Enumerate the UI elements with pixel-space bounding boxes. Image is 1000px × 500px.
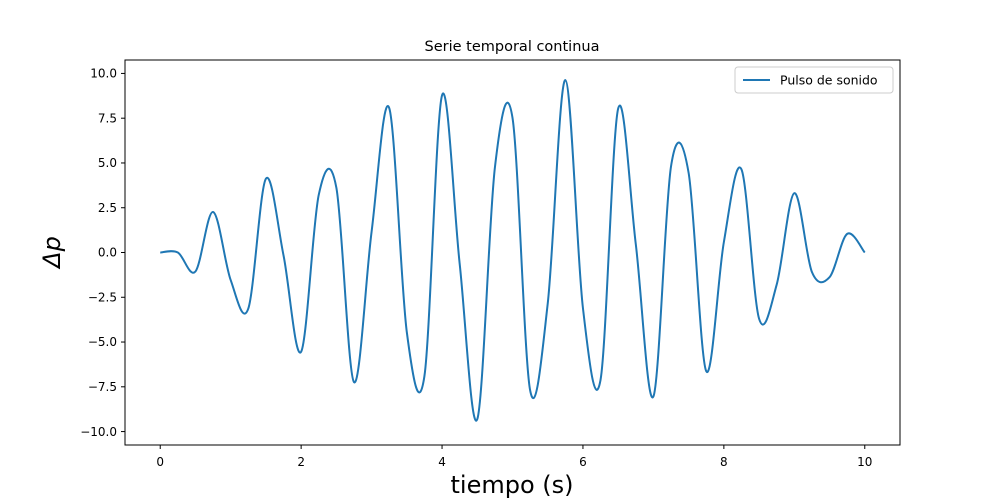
data-point — [388, 107, 390, 109]
x-axis-label: tiempo (s) — [451, 471, 574, 499]
data-point — [652, 395, 654, 397]
x-tick-label: 4 — [438, 455, 446, 469]
data-point — [547, 302, 549, 304]
data-point — [705, 370, 707, 372]
data-point — [441, 94, 443, 96]
legend-box — [734, 66, 894, 94]
y-tick-label: 10.0 — [90, 67, 117, 81]
data-point — [159, 251, 161, 253]
y-tick-label: −5.0 — [88, 335, 117, 349]
x-tick-label: 0 — [156, 455, 164, 469]
y-tick-label: −10.0 — [80, 425, 117, 439]
data-point — [318, 194, 320, 196]
data-point — [229, 279, 231, 281]
data-point — [265, 178, 267, 180]
data-point — [617, 107, 619, 109]
data-point — [740, 168, 742, 170]
data-point — [828, 276, 830, 278]
data-point — [370, 231, 372, 233]
data-point — [194, 270, 196, 272]
data-point — [793, 192, 795, 194]
data-point — [458, 262, 460, 264]
data-point — [582, 307, 584, 309]
data-point — [511, 117, 513, 119]
x-tick-label: 2 — [297, 455, 305, 469]
x-tick-label: 8 — [720, 455, 728, 469]
data-point — [247, 307, 249, 309]
data-point — [476, 418, 478, 420]
chart-title: Serie temporal continua — [425, 39, 600, 55]
data-point — [687, 172, 689, 174]
data-point — [635, 243, 637, 245]
data-point — [335, 186, 337, 188]
data-point — [864, 251, 866, 253]
data-point — [494, 166, 496, 168]
y-axis: −10.0 −7.5 −5.0 −2.5 0.0 2.5 5.0 7.5 10.0 — [80, 67, 125, 439]
data-point — [529, 389, 531, 391]
data-point — [423, 375, 425, 377]
data-point — [776, 283, 778, 285]
legend-label: Pulso de sonido — [780, 73, 878, 88]
data-point — [723, 241, 725, 243]
curve-layer — [160, 79, 866, 422]
y-tick-label: −7.5 — [88, 380, 117, 394]
y-tick-label: 7.5 — [98, 111, 117, 125]
data-point — [670, 165, 672, 167]
plot-area — [124, 59, 901, 446]
x-tick-label: 10 — [857, 455, 872, 469]
data-point — [599, 378, 601, 380]
data-point — [811, 271, 813, 273]
series-line-pulso-de-sonido — [160, 79, 866, 422]
data-point — [177, 251, 179, 253]
data-point — [846, 233, 848, 235]
data-point — [300, 351, 302, 353]
data-point — [758, 318, 760, 320]
x-axis: 0 2 4 6 8 10 — [156, 445, 872, 469]
data-point — [212, 211, 214, 213]
data-point — [353, 381, 355, 383]
y-axis-label: Δp — [38, 236, 66, 270]
legend: Pulso de sonido — [734, 66, 894, 94]
y-tick-label: 5.0 — [98, 156, 117, 170]
y-tick-label: −2.5 — [88, 290, 117, 304]
y-tick-label: 0.0 — [98, 246, 117, 260]
data-point — [406, 331, 408, 333]
x-tick-label: 6 — [579, 455, 587, 469]
data-point — [564, 79, 566, 81]
y-tick-label: 2.5 — [98, 201, 117, 215]
data-point — [282, 254, 284, 256]
